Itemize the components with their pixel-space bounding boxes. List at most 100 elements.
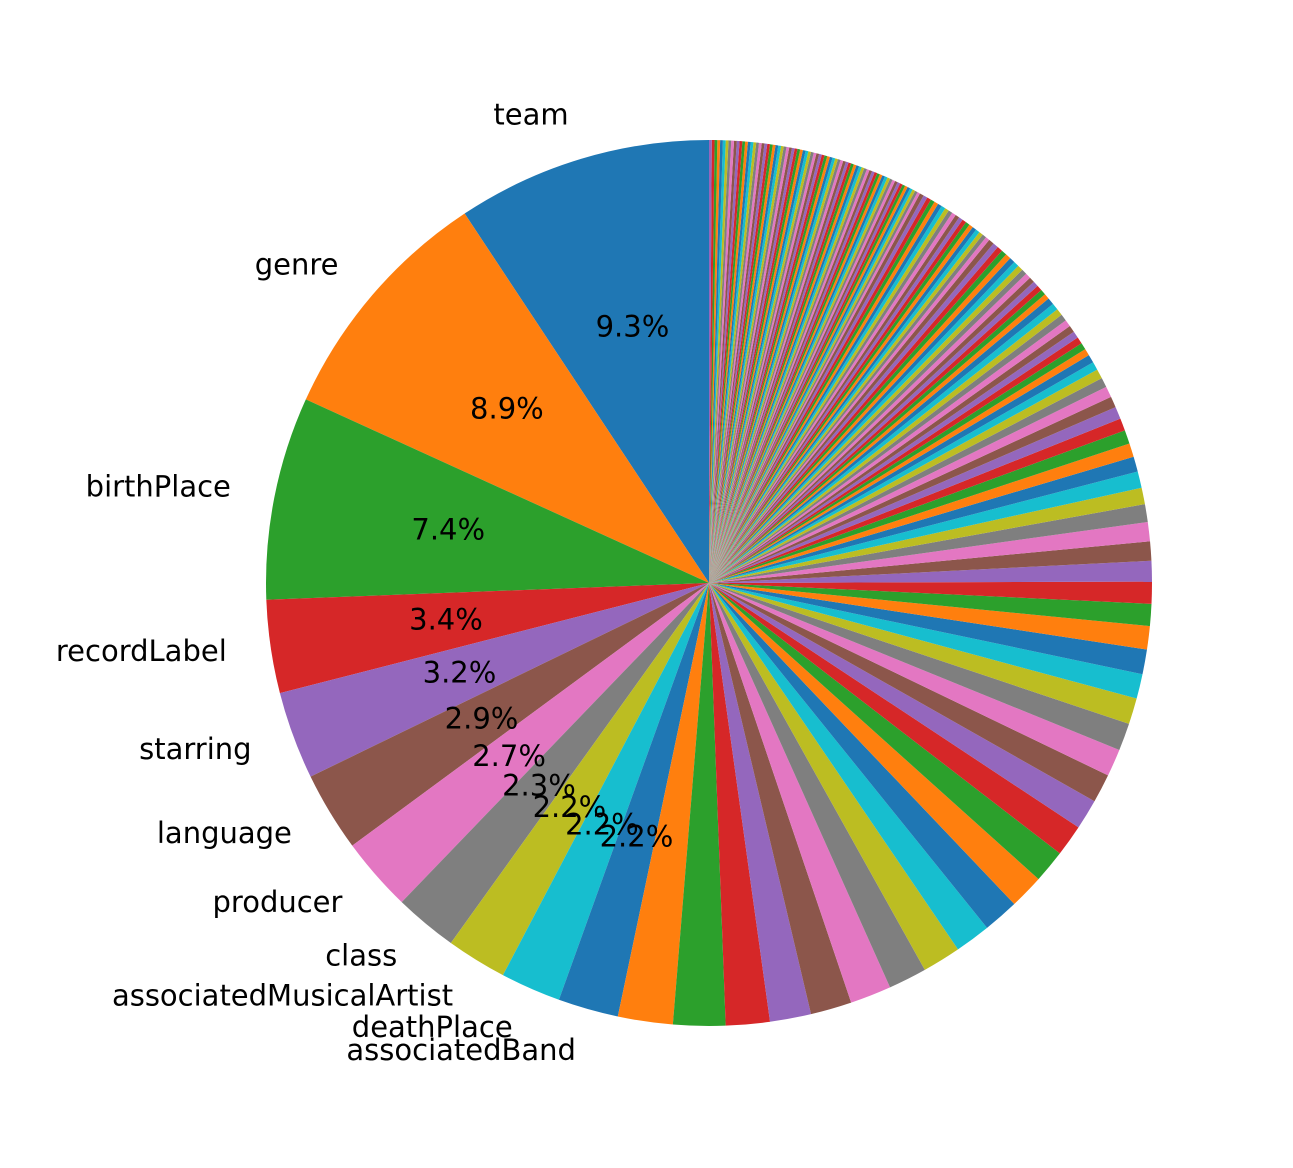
pie-slice (709, 583, 1130, 750)
value-label: 2.3% (502, 768, 576, 802)
pie-slice (709, 541, 1152, 583)
pie-slice (709, 140, 718, 583)
pie-slice (709, 149, 803, 584)
pie-slice (709, 153, 822, 583)
pie-slice (709, 140, 735, 584)
pie-slice (709, 143, 768, 583)
pie-slice (310, 583, 709, 846)
pie-slice (709, 337, 1082, 583)
pie-slice (709, 219, 966, 583)
pie-slice (709, 418, 1125, 583)
pie-slice (709, 140, 732, 583)
pie-slice (305, 213, 709, 584)
pie-slice (709, 583, 812, 1022)
pie-slice (709, 583, 1143, 699)
pie-slice (709, 188, 913, 583)
pie-slice (709, 583, 959, 970)
value-label: 2.2% (533, 790, 607, 824)
pie-slice (709, 197, 931, 583)
pie-slice (709, 150, 809, 583)
pie-slice (709, 146, 790, 583)
pie-slice (709, 140, 740, 584)
slice-label: starring (139, 732, 251, 766)
pie-slice (709, 201, 939, 583)
pie-slice (709, 331, 1078, 583)
pie-slice (709, 581, 1152, 604)
pie-slice (709, 583, 1095, 828)
pie-slice (464, 140, 709, 583)
pie-slice (709, 232, 983, 584)
pie-slice (709, 234, 986, 583)
pie-slice (709, 239, 994, 583)
pie-slice (709, 140, 723, 584)
pie-slice (709, 172, 878, 584)
pie-slice (709, 141, 748, 583)
pie-slice (709, 583, 1060, 880)
pie-slice (352, 583, 709, 903)
pie-slice (709, 183, 903, 583)
pie-slice (709, 184, 906, 583)
pie-slice (709, 142, 757, 583)
pie-slice (709, 583, 988, 950)
pie-slice (709, 303, 1058, 583)
pie-slice (709, 140, 729, 583)
pie-slice (709, 258, 1015, 583)
pie-slice (709, 163, 854, 583)
pie-slice (709, 250, 1007, 583)
pie-slice (709, 254, 1011, 584)
slice-label: recordLabel (56, 634, 227, 668)
pie-slice (266, 399, 709, 600)
slice-label: associatedMusicalArtist (112, 979, 453, 1013)
pie-slice (558, 583, 709, 1017)
pie-slice (709, 140, 737, 583)
value-label: 7.4% (411, 513, 485, 547)
pie-slice (709, 161, 849, 584)
pie-slice (709, 237, 990, 583)
slice-label: genre (255, 248, 339, 282)
pie-slice (709, 206, 946, 583)
pie-slice (709, 212, 956, 583)
pie-slice (709, 193, 924, 583)
pie-slice (709, 583, 1137, 724)
pie-slice (709, 326, 1074, 583)
pie-slice (672, 583, 726, 1026)
pie-slice (709, 147, 795, 583)
pie-slice (709, 142, 762, 583)
pie-slice (709, 471, 1142, 583)
pie-slice (709, 177, 891, 583)
value-label: 3.2% (423, 656, 497, 690)
pie-slice (709, 309, 1062, 583)
pie-slice (709, 247, 1002, 584)
pie-slice (709, 170, 873, 583)
slice-label: deathPlace (352, 1010, 513, 1044)
pie-slice (709, 407, 1121, 583)
pie-slice (709, 141, 754, 583)
pie-slice (709, 269, 1027, 583)
pie-slice (709, 229, 980, 583)
pie-slice (709, 222, 970, 584)
pie-slice (709, 182, 901, 583)
pie-slice (709, 187, 911, 583)
pie-slice (709, 179, 896, 583)
pie-slice (709, 144, 773, 583)
pie-slice (709, 167, 865, 583)
pie-slice (709, 153, 820, 583)
pie-slice (709, 314, 1066, 583)
pie-slice (709, 443, 1134, 583)
pie-slice (709, 504, 1148, 583)
pie-slice (502, 583, 709, 1000)
pie-slice (709, 281, 1038, 583)
pie-slice (709, 294, 1049, 583)
pie-slice (709, 178, 893, 584)
pie-slice (401, 583, 709, 944)
value-label: 3.4% (409, 602, 483, 636)
pie-slice (709, 147, 793, 583)
pie-slice (709, 430, 1130, 583)
pie-slice (709, 265, 1023, 583)
pie-slice (709, 160, 846, 584)
value-label: 2.7% (472, 739, 546, 773)
pie-slice (709, 203, 942, 583)
pie-slice (709, 583, 891, 1003)
